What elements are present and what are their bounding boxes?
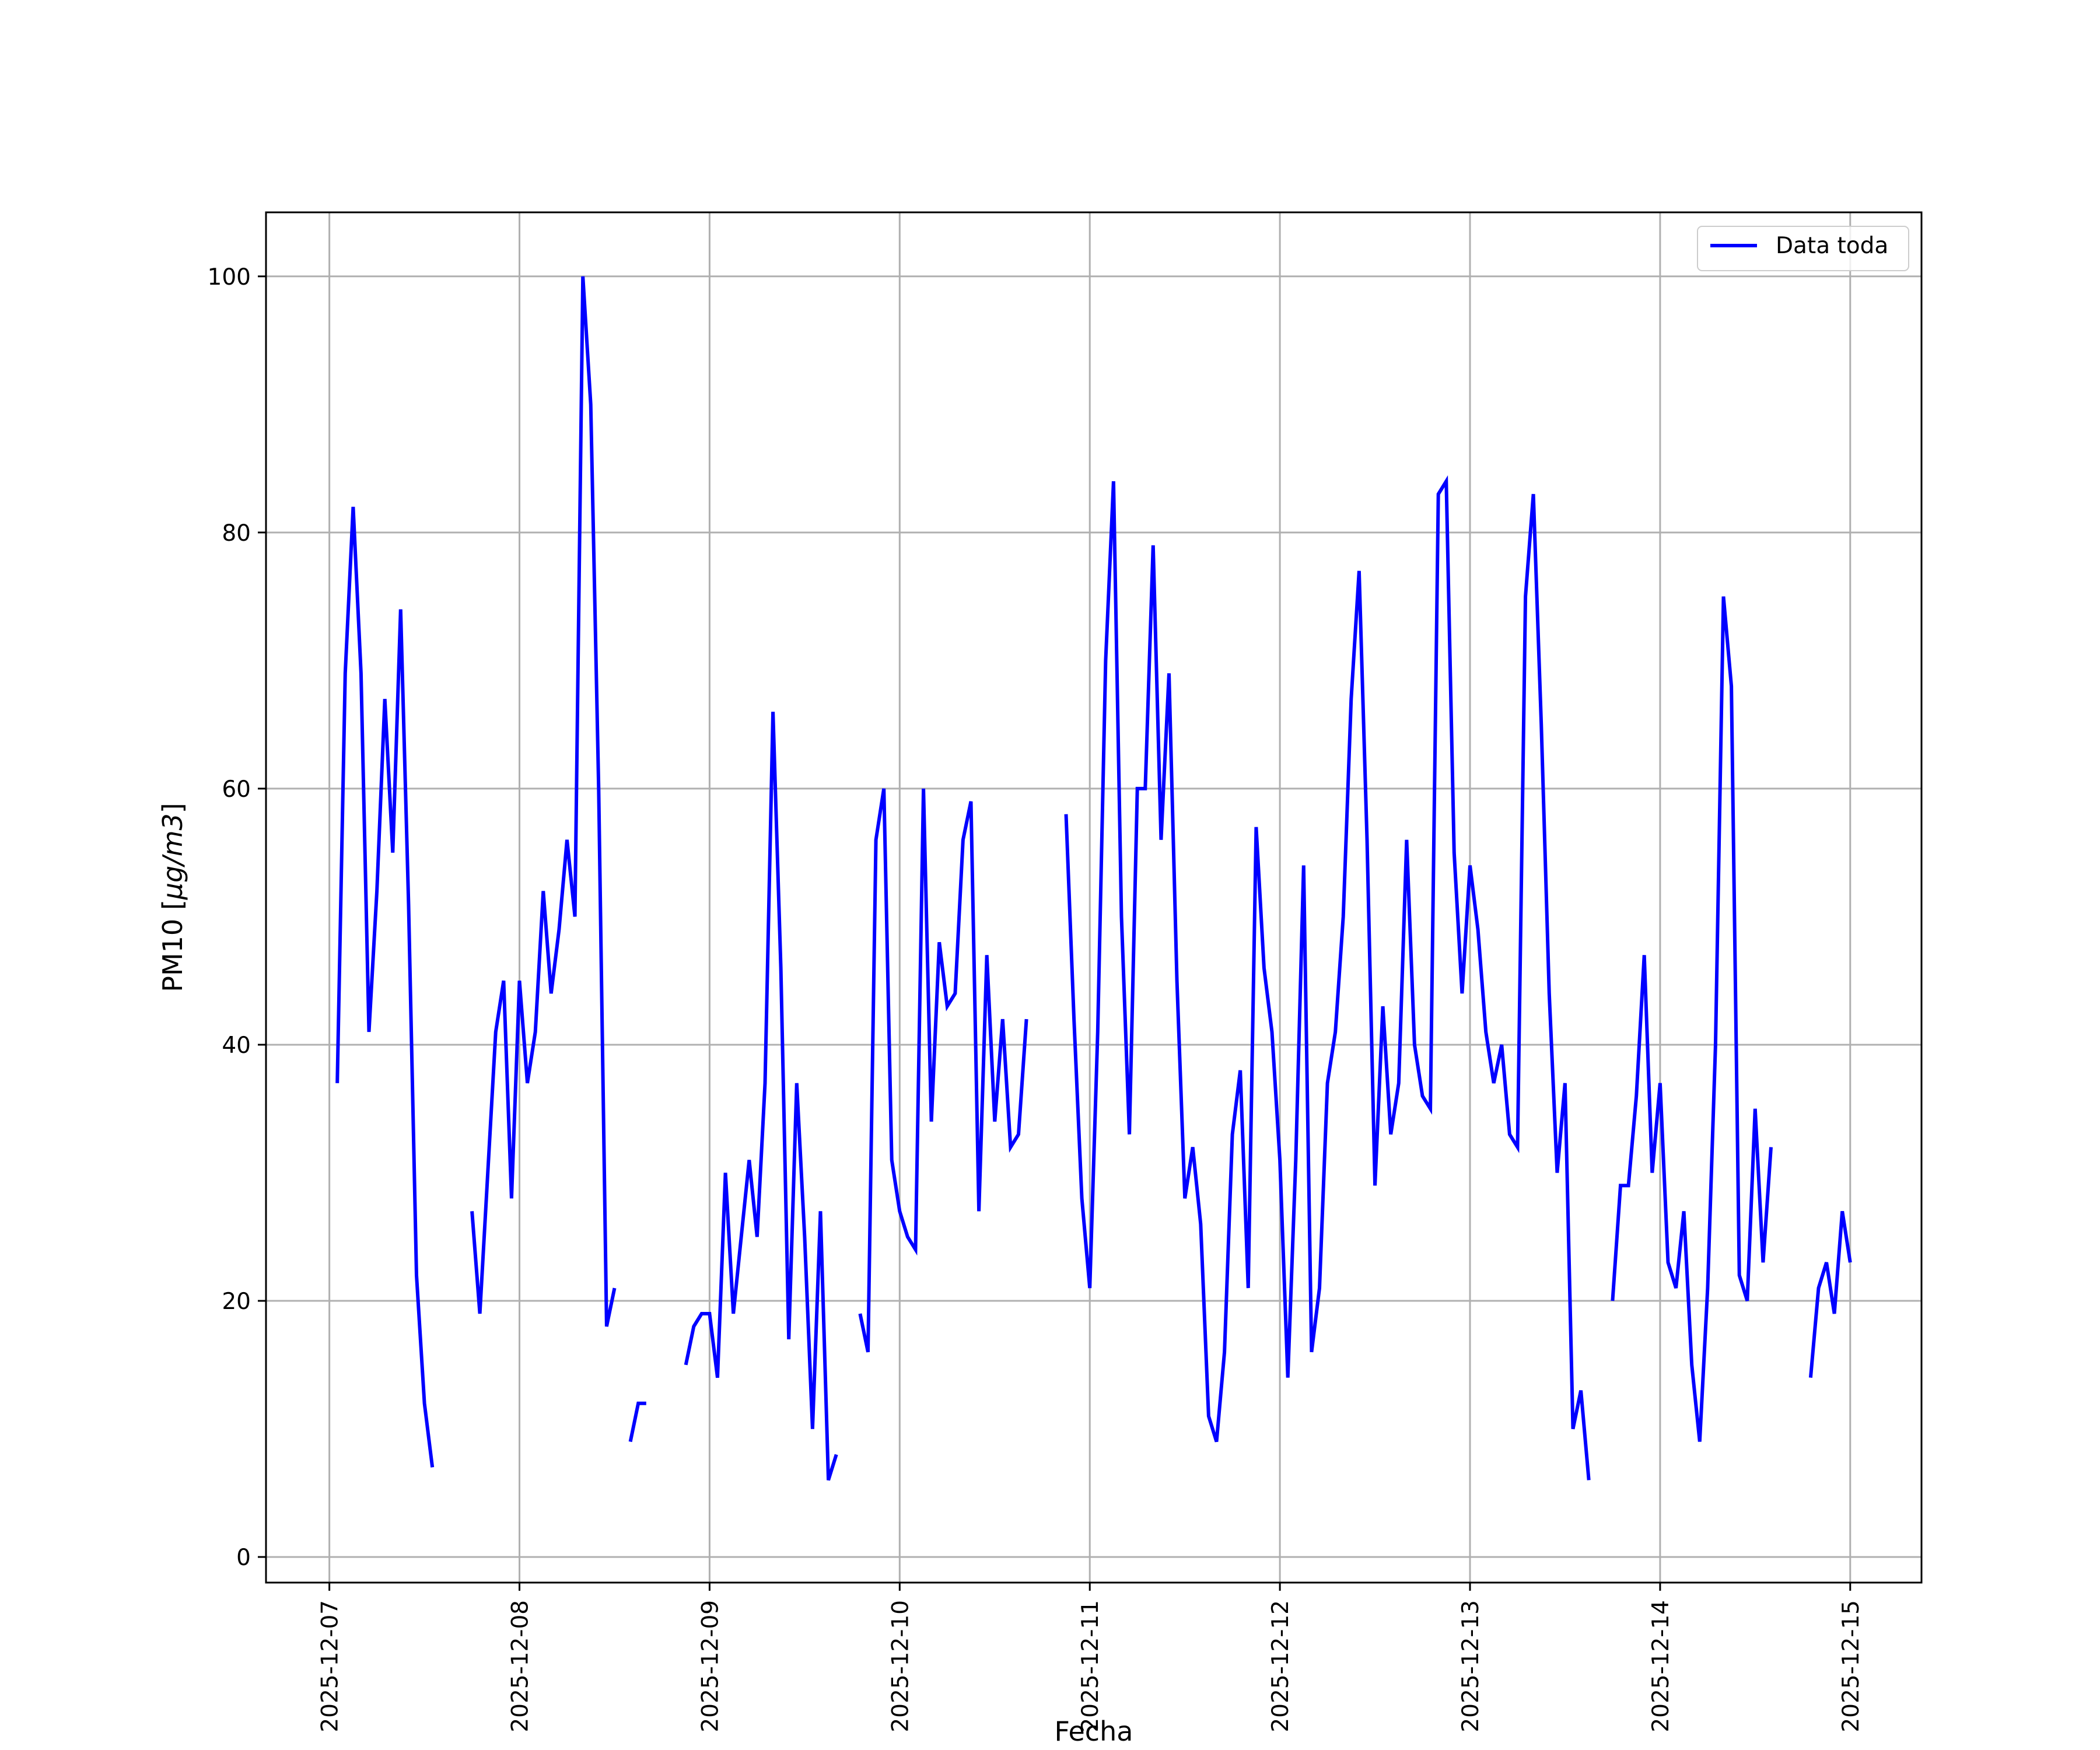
y-axis-label-unit: µg/m3: [157, 813, 188, 900]
x-tick-label: 2025-12-07: [317, 1600, 344, 1732]
series-line-data-toda: [1808, 1210, 1852, 1378]
x-tick-label: 2025-12-14: [1648, 1600, 1674, 1732]
x-tick-label: 2025-12-10: [887, 1600, 914, 1732]
x-tick-label: 2025-12-09: [697, 1600, 723, 1732]
legend-box: [1697, 226, 1909, 271]
series-layer: [335, 276, 1852, 1481]
series-line-data-toda: [1611, 596, 1773, 1442]
y-axis-label-suffix: ]: [157, 803, 188, 813]
x-tick-label: 2025-12-15: [1838, 1600, 1864, 1732]
y-tick-label: 20: [222, 1289, 251, 1315]
y-axis-label-prefix: PM10 [: [157, 900, 188, 992]
series-line-data-toda: [684, 712, 838, 1481]
series-line-data-toda: [628, 1401, 646, 1443]
series-line-data-toda: [1064, 475, 1591, 1480]
y-axis-label: PM10 [µg/m3]: [157, 803, 188, 992]
legend-label-data-toda: Data toda: [1776, 233, 1888, 259]
x-tick-label: 2025-12-11: [1077, 1600, 1104, 1732]
x-axis-label: Fecha: [1055, 1716, 1133, 1747]
y-tick-label: 100: [208, 264, 251, 290]
y-tick-label: 80: [222, 520, 251, 547]
series-line-data-toda: [858, 788, 1028, 1353]
y-tick-label: 0: [236, 1545, 251, 1571]
y-tick-label: 40: [222, 1032, 251, 1059]
x-axis-ticks: 2025-12-07 2025-12-08 2025-12-09 2025-12-10…: [317, 1583, 1864, 1732]
plot-frame: [265, 211, 1923, 1584]
series-line-data-toda: [470, 276, 617, 1327]
grid-lines: [266, 212, 1922, 1583]
series-line-data-toda: [335, 506, 435, 1468]
x-tick-label: 2025-12-12: [1268, 1600, 1294, 1732]
x-tick-label: 2025-12-13: [1458, 1600, 1484, 1732]
legend: Data toda: [1697, 226, 1909, 271]
y-tick-label: 60: [222, 776, 251, 803]
x-tick-label: 2025-12-08: [508, 1600, 534, 1732]
y-axis-ticks: 0 20 40 60 80 100: [208, 264, 266, 1571]
